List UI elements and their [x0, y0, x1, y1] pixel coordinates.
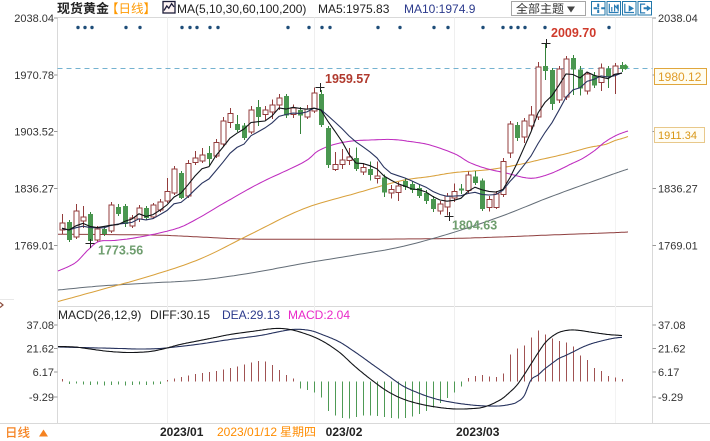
- svg-text:6.17: 6.17: [33, 367, 54, 379]
- svg-text:2023/01/12: 2023/01/12: [217, 425, 277, 439]
- svg-text:2038.04: 2038.04: [14, 13, 54, 25]
- svg-text:1959.57: 1959.57: [325, 72, 370, 86]
- svg-text:1769.01: 1769.01: [658, 240, 698, 252]
- svg-text:21.62: 21.62: [658, 343, 686, 355]
- svg-text:37.08: 37.08: [26, 320, 54, 332]
- svg-text:1970.78: 1970.78: [14, 70, 54, 82]
- svg-text:DEA:29.13: DEA:29.13: [222, 308, 280, 322]
- svg-text:DIFF:30.15: DIFF:30.15: [150, 308, 210, 322]
- svg-text:-9.29: -9.29: [29, 392, 54, 404]
- svg-text:2038.04: 2038.04: [658, 13, 698, 25]
- svg-text:1903.52: 1903.52: [14, 127, 54, 139]
- svg-text:1836.27: 1836.27: [14, 184, 54, 196]
- svg-text:2023/02: 2023/02: [319, 425, 363, 439]
- svg-text:6.17: 6.17: [658, 367, 679, 379]
- svg-text:1773.56: 1773.56: [98, 244, 143, 258]
- svg-text:MA5:1975.83: MA5:1975.83: [318, 2, 390, 16]
- svg-text:2009.70: 2009.70: [551, 26, 596, 40]
- svg-text:1911.34: 1911.34: [658, 130, 697, 142]
- svg-text:1980.12: 1980.12: [658, 70, 702, 84]
- svg-text:1836.27: 1836.27: [658, 184, 698, 196]
- svg-text:37.08: 37.08: [658, 320, 686, 332]
- svg-text:MA(5,10,30,60,100,200): MA(5,10,30,60,100,200): [177, 2, 306, 16]
- svg-text:2023/01: 2023/01: [160, 425, 204, 439]
- svg-text:1804.63: 1804.63: [452, 219, 497, 233]
- svg-text:21.62: 21.62: [26, 343, 54, 355]
- svg-text:MA10:1974.9: MA10:1974.9: [404, 2, 476, 16]
- svg-text:-9.29: -9.29: [658, 392, 683, 404]
- svg-text:1769.01: 1769.01: [14, 240, 54, 252]
- svg-text:2023/03: 2023/03: [456, 425, 500, 439]
- svg-text:MACD:2.04: MACD:2.04: [288, 308, 350, 322]
- svg-text:MACD(26,12,9): MACD(26,12,9): [58, 308, 141, 322]
